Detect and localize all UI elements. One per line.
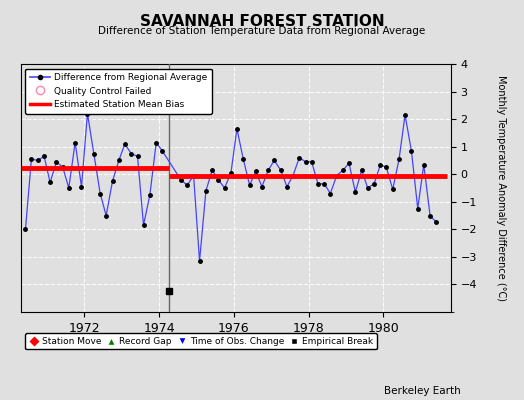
Text: Difference of Station Temperature Data from Regional Average: Difference of Station Temperature Data f…	[99, 26, 425, 36]
Y-axis label: Monthly Temperature Anomaly Difference (°C): Monthly Temperature Anomaly Difference (…	[496, 75, 506, 301]
Text: Berkeley Earth: Berkeley Earth	[385, 386, 461, 396]
Legend: Difference from Regional Average, Quality Control Failed, Estimated Station Mean: Difference from Regional Average, Qualit…	[26, 68, 212, 114]
Legend: Station Move, Record Gap, Time of Obs. Change, Empirical Break: Station Move, Record Gap, Time of Obs. C…	[26, 333, 377, 350]
Text: SAVANNAH FOREST STATION: SAVANNAH FOREST STATION	[140, 14, 384, 29]
